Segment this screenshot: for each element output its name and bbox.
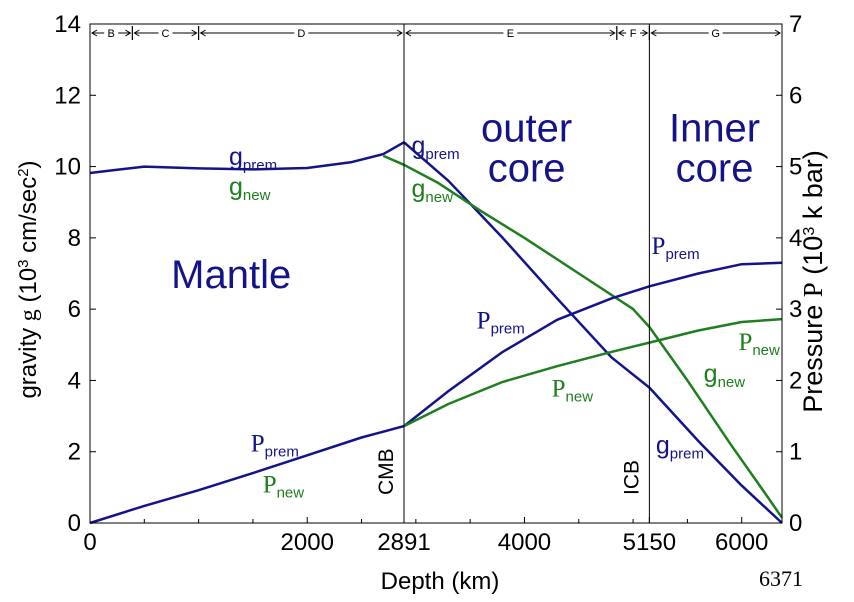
y-right-tick-label: 0: [789, 510, 802, 537]
boundary-label: CMB: [375, 448, 398, 495]
y-left-tick-label: 8: [68, 225, 81, 252]
x-tick-label: 4000: [498, 529, 551, 556]
series-label: gprem: [412, 132, 460, 163]
region-label: Mantle: [171, 253, 291, 297]
series-label: gprem: [229, 143, 277, 174]
y-left-tick-label: 0: [68, 510, 81, 537]
region-label: outer: [481, 107, 572, 151]
series-label: gnew: [229, 173, 271, 204]
region-label: core: [488, 147, 566, 191]
y-left-tick-label: 4: [68, 367, 81, 394]
y-left-tick-label: 10: [54, 154, 81, 181]
y-right-tick-label: 7: [789, 11, 802, 38]
zone-label: C: [162, 28, 170, 40]
y-left-tick-label: 14: [54, 11, 81, 38]
y-left-tick-label: 2: [68, 439, 81, 466]
x-tick-label: 6000: [715, 529, 768, 556]
zone-label: F: [630, 28, 637, 40]
x-extra-label: 6371: [759, 566, 803, 591]
series-label: gprem: [656, 431, 704, 462]
zone-label: G: [711, 28, 720, 40]
boundary-label: ICB: [620, 460, 643, 495]
series-label: Pnew: [552, 375, 594, 405]
x-tick-label: 5150: [623, 529, 676, 556]
series-label: Pprem: [652, 233, 700, 263]
zone-label: E: [507, 28, 514, 40]
y-left-tick-label: 12: [54, 82, 81, 109]
y-right-tick-label: 1: [789, 439, 802, 466]
series-label: Pnew: [263, 472, 305, 502]
series-label: Pnew: [738, 329, 780, 359]
region-label: Inner: [669, 107, 760, 151]
zone-label: D: [297, 28, 305, 40]
y-right-axis-title: Pressure P (103 k bar): [798, 150, 828, 413]
y-left-axis-title: gravity g (103 cm/sec2): [15, 160, 43, 398]
series-line-P-prem: [90, 263, 782, 523]
y-right-tick-label: 6: [789, 82, 802, 109]
series-line-P-new: [404, 319, 782, 426]
zone-label: B: [108, 28, 115, 40]
series-label: gnew: [704, 360, 746, 391]
x-tick-label: 0: [83, 529, 96, 556]
region-label: core: [676, 147, 754, 191]
series-label: Pprem: [477, 308, 525, 338]
x-axis-title: Depth (km): [381, 568, 500, 595]
y-left-tick-label: 6: [68, 296, 81, 323]
x-tick-label: 2000: [281, 529, 334, 556]
series-label: Pprem: [251, 431, 299, 461]
x-tick-label: 2891: [377, 529, 430, 556]
series-line-g-new: [383, 156, 782, 518]
